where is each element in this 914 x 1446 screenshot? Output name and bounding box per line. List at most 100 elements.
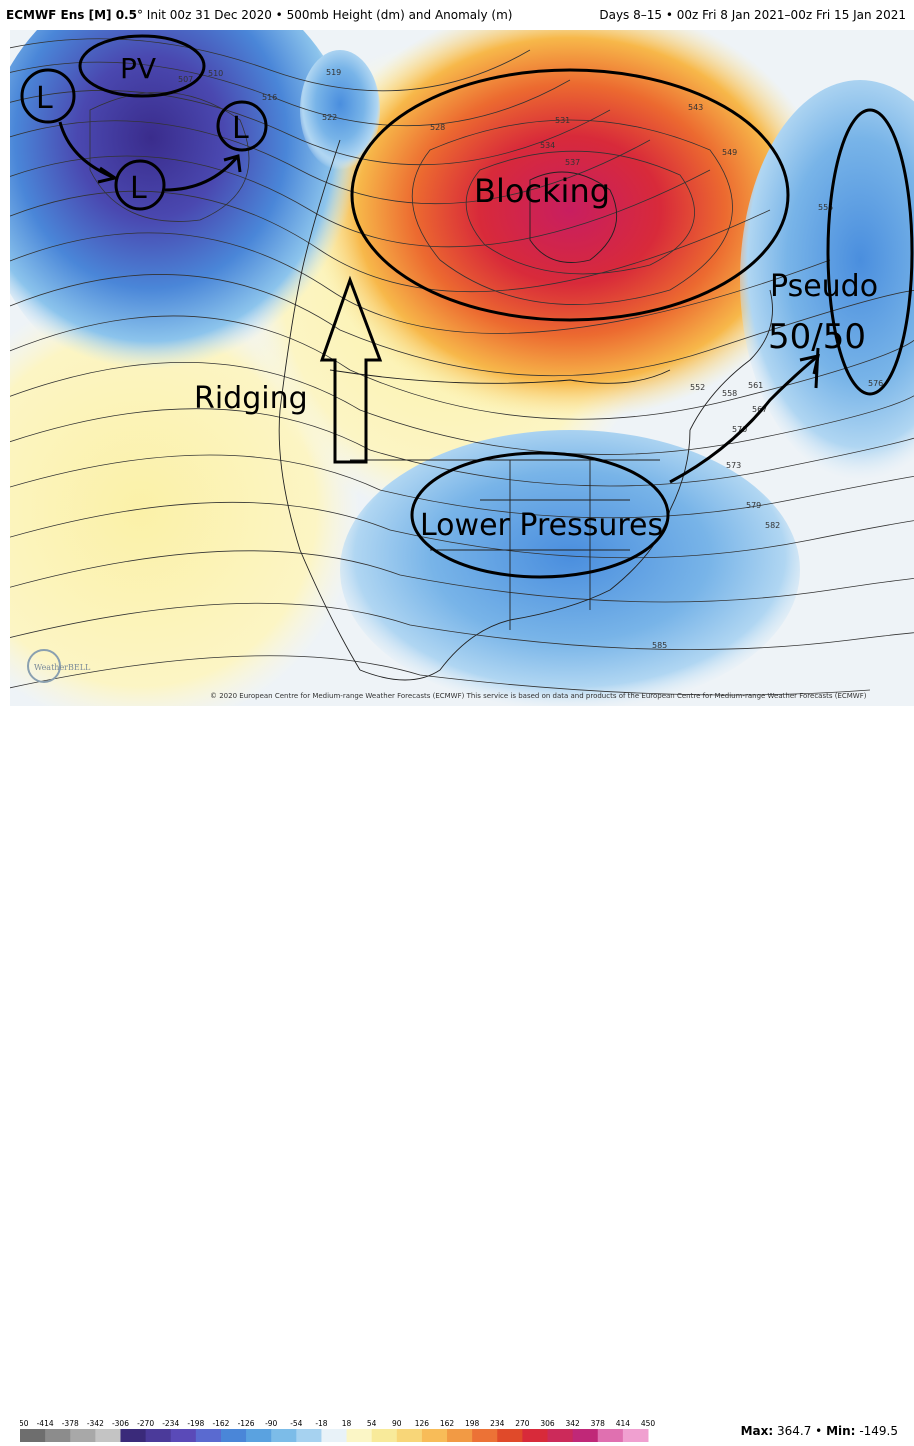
colorbar-swatch: [497, 1429, 523, 1442]
colorbar-tick-label: -342: [87, 1419, 104, 1428]
pseudo-5050-ellipse: [826, 108, 914, 396]
colorbar-swatch: [321, 1429, 348, 1442]
pseudo-tick: [814, 347, 820, 389]
contour-label: 522: [322, 113, 337, 122]
copyright-credit: © 2020 European Centre for Medium-range …: [210, 692, 867, 700]
contour-label: 561: [748, 381, 763, 390]
lower-pressures-ellipse: [410, 451, 670, 579]
anomaly-colorbar: -450 -414 -378 -342 -306 -270 -234 -198 -162 -126…: [20, 1419, 655, 1442]
colorbar-swatch: [45, 1429, 71, 1442]
map-header: ECMWF Ens [M] 0.5° Init 00z 31 Dec 2020 …: [0, 0, 914, 30]
colorbar-tick-label: -270: [137, 1419, 154, 1428]
pv-ellipse: [78, 34, 206, 98]
low-track-arrow-2: [164, 155, 240, 192]
colorbar-tick-label: -18: [315, 1419, 327, 1428]
contour-label: 510: [208, 69, 223, 78]
colorbar-tick-label: 90: [392, 1419, 402, 1428]
colorbar-tick-label: -450: [20, 1419, 29, 1428]
contour-value-labels: 507 510 516 519 522 528 531 534 537 543 …: [178, 68, 883, 650]
contour-label: 528: [430, 123, 445, 132]
colorbar-tick-label: 342: [565, 1419, 580, 1428]
colorbar-tick-label: -198: [187, 1419, 204, 1428]
colorbar-swatch: [371, 1429, 398, 1442]
colorbar-swatch: [447, 1429, 473, 1442]
pv-label: PV: [120, 52, 156, 85]
globe-icon: [27, 649, 61, 683]
colorbar-swatch: [396, 1429, 423, 1442]
min-label: Min:: [826, 1424, 856, 1438]
colorbar-swatch: [547, 1429, 574, 1442]
low-track-arrow-1: [58, 121, 116, 180]
colorbar-swatch: [622, 1429, 649, 1442]
field-name: 500mb Height (dm) and Anomaly (m): [286, 8, 513, 22]
contour-label: 576: [868, 379, 883, 388]
coastlines-borders: [278, 139, 773, 681]
hand-drawn-annotations: [20, 34, 914, 579]
valid-period: Days 8–15 • 00z Fri 8 Jan 2021–00z Fri 1…: [599, 8, 906, 22]
contour-label: 552: [690, 383, 705, 392]
contour-label: 516: [262, 93, 277, 102]
colorbar-tick-label: 414: [616, 1419, 631, 1428]
contour-label: 582: [765, 521, 780, 530]
colorbar-swatch: [421, 1429, 448, 1442]
init-time: Init 00z 31 Dec 2020: [146, 8, 272, 22]
colorbar-swatch: [170, 1429, 197, 1442]
colorbar-swatch: [597, 1429, 624, 1442]
colorbar-tick-label: -126: [238, 1419, 255, 1428]
height-contours: [10, 38, 914, 696]
degree-symbol: °: [136, 8, 143, 22]
contour-label: 531: [555, 116, 570, 125]
low-circle-3: [216, 100, 268, 152]
contour-label: 555: [818, 203, 833, 212]
colorbar-tick-label: -378: [62, 1419, 79, 1428]
colorbar-swatch: [572, 1429, 599, 1442]
colorbar-ticks: -450 -414 -378 -342 -306 -270 -234 -198 -162 -126…: [20, 1419, 655, 1428]
blocking-label: Blocking: [474, 172, 610, 210]
colorbar-swatch: [20, 1429, 46, 1442]
model-name: ECMWF Ens [M] 0.5: [6, 8, 137, 22]
colorbar-swatch: [346, 1429, 373, 1442]
lower-pressures-label: Lower Pressures: [420, 508, 663, 543]
contour-label: 573: [726, 461, 741, 470]
valid-time: 00z Fri 8 Jan 2021–00z Fri 15 Jan 2021: [676, 8, 906, 22]
contour-label: 537: [565, 158, 580, 167]
colorbar-tick-label: 234: [490, 1419, 505, 1428]
low-label-1: L: [36, 81, 53, 116]
pseudo-label-line2: 50/50: [768, 317, 866, 357]
contour-label: 570: [732, 425, 747, 434]
colorbar-tick-label: 306: [540, 1419, 555, 1428]
colorbar-swatch: [522, 1429, 549, 1442]
ridging-label: Ridging: [194, 381, 308, 416]
pseudo-arrow: [669, 354, 819, 484]
colorbar-tick-label: 378: [591, 1419, 606, 1428]
contour-label: 585: [652, 641, 667, 650]
contour-label: 507: [178, 75, 193, 84]
low-label-3: L: [232, 111, 249, 146]
colorbar-swatch: [472, 1429, 498, 1442]
days-range: Days 8–15: [599, 8, 663, 22]
anomaly-shading: [10, 30, 914, 706]
colorbar-tick-label: -54: [290, 1419, 302, 1428]
contour-label: 567: [752, 405, 767, 414]
colorbar-tick-label: 54: [367, 1419, 377, 1428]
map-footer: -450 -414 -378 -342 -306 -270 -234 -198 -162 -126…: [0, 706, 914, 1442]
title-separator: •: [275, 8, 283, 22]
map-title: ECMWF Ens [M] 0.5° Init 00z 31 Dec 2020 …: [6, 8, 512, 22]
max-min-stats: Max: 364.7 • Min: -149.5: [741, 1424, 898, 1438]
colorbar-swatch: [246, 1429, 272, 1442]
colorbar-swatches: [20, 1429, 649, 1442]
colorbar-tick-label: 18: [342, 1419, 352, 1428]
logo-text: WeatherBELL: [34, 663, 91, 672]
colorbar-tick-label: -306: [112, 1419, 129, 1428]
pseudo-label-line1: Pseudo: [770, 269, 878, 304]
max-label: Max:: [740, 1424, 774, 1438]
colorbar-tick-label: 126: [415, 1419, 430, 1428]
colorbar-tick-label: -90: [265, 1419, 277, 1428]
anomaly-map: 507 510 516 519 522 528 531 534 537 543 …: [10, 30, 914, 706]
min-value: -149.5: [859, 1424, 898, 1438]
ridging-arrow: [319, 275, 383, 464]
colorbar-tick-label: 270: [515, 1419, 530, 1428]
colorbar-swatch: [95, 1429, 121, 1442]
low-circle-1: [20, 68, 76, 124]
blocking-ellipse: [350, 68, 790, 322]
